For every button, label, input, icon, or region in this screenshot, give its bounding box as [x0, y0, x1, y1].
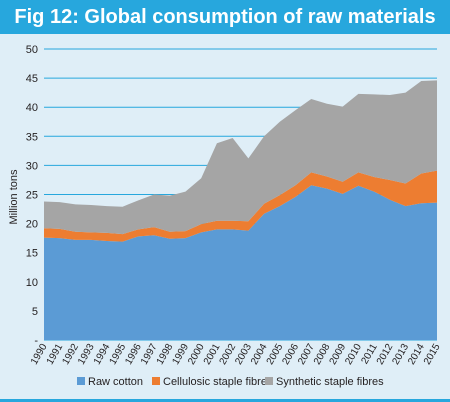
y-tick-labels: - 5 10 15 20 25 30 35 40 45 50	[26, 44, 39, 347]
y-tick-label: 15	[26, 248, 38, 260]
y-tick-label: 30	[26, 160, 38, 172]
legend-label: Cellulosic staple fibres	[163, 376, 273, 388]
legend-swatch	[265, 377, 273, 385]
area-series-2	[44, 170, 437, 242]
x-tick-label: 2015	[422, 342, 443, 367]
y-tick-label: 20	[26, 219, 38, 231]
y-tick-label: 40	[26, 102, 38, 114]
y-tick-label: 25	[26, 190, 38, 202]
y-axis-label: Million tons	[8, 169, 20, 225]
legend-swatch	[152, 377, 160, 385]
y-tick-label: 45	[26, 73, 38, 85]
area-series-3	[44, 80, 437, 235]
legend-label: Raw cotton	[88, 376, 143, 388]
y-tick-label: -	[34, 335, 38, 347]
x-tick-label: 2010	[343, 342, 364, 367]
stacked-area-chart: Million tons - 5 10 15 20 25 30 35 40 45 50 199019…	[8, 44, 443, 388]
y-tick-label: 10	[26, 277, 38, 289]
y-tick-label: 5	[32, 306, 38, 318]
title-banner: Fig 12: Global consumption of raw materi…	[0, 0, 450, 34]
x-tick-labels: 1990199119921993199419951996199719981999…	[29, 342, 443, 367]
legend: Raw cotton Cellulosic staple fibres Synthe…	[77, 376, 384, 388]
y-tick-label: 50	[26, 44, 38, 56]
area-series-1	[44, 185, 437, 340]
chart-title: Fig 12: Global consumption of raw materi…	[14, 6, 436, 28]
y-tick-label: 35	[26, 131, 38, 143]
area-series	[44, 80, 437, 340]
legend-label: Synthetic staple fibres	[276, 376, 384, 388]
legend-swatch	[77, 377, 85, 385]
bottom-rule	[0, 399, 450, 402]
